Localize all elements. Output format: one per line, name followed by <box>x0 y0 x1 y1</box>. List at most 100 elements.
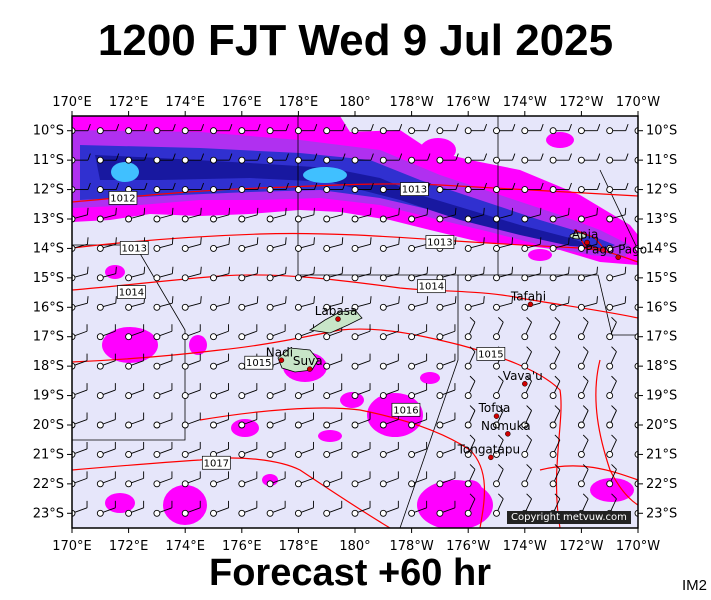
wind-barb-station <box>493 392 500 400</box>
wind-barb-station <box>379 186 387 194</box>
wind-barb-flag <box>426 296 429 304</box>
wind-barb-flag <box>497 493 504 500</box>
wind-barb-flag <box>640 347 645 352</box>
lon-label-top: 180° <box>339 95 370 110</box>
wind-barb-flag <box>115 182 120 190</box>
lat-label-left: 11°S <box>33 153 64 168</box>
lat-label-right: 12°S <box>646 183 677 198</box>
wind-barb-flag <box>611 346 617 352</box>
wind-barb-station <box>493 303 500 311</box>
wind-barb-station <box>125 333 133 341</box>
lon-label-bottom: 178°W <box>390 539 434 554</box>
wind-barb-station <box>351 244 359 252</box>
wind-barb-station <box>125 450 133 458</box>
wind-barb-station <box>266 421 274 429</box>
place-label: Suva <box>293 354 323 368</box>
wind-barb-flag <box>341 237 344 245</box>
wind-barb-station <box>549 450 557 458</box>
wind-barb-station <box>606 362 614 370</box>
wind-barb-flag <box>285 207 287 215</box>
lon-label-top: 178°E <box>279 95 319 110</box>
wind-barb-station <box>294 450 302 458</box>
wind-barb-station <box>493 362 500 370</box>
lat-label-left: 19°S <box>33 389 64 404</box>
wind-barb-station <box>153 186 161 194</box>
wind-barb-station <box>464 450 472 458</box>
lat-label-right: 15°S <box>646 271 677 286</box>
wind-barb-station <box>436 333 444 341</box>
wind-barb-station <box>266 303 274 311</box>
wind-barb-flag <box>582 375 589 382</box>
wind-barb-flag <box>229 123 233 131</box>
wind-barb-station <box>493 215 500 223</box>
wind-barb-flag <box>172 153 176 161</box>
wind-barb-flag <box>568 237 570 245</box>
wind-barb-station <box>96 244 104 252</box>
wind-barb-flag <box>313 237 315 245</box>
wind-barb-station <box>493 244 500 252</box>
wind-barb-station <box>379 421 387 429</box>
wind-barb-station <box>521 480 529 488</box>
wind-barb-station <box>323 186 331 194</box>
wind-barb-station <box>521 333 529 341</box>
wind-barb-station <box>96 480 104 488</box>
wind-barb-flag <box>582 464 589 470</box>
wind-barb-station <box>323 362 331 370</box>
wind-barb-flag <box>539 237 542 245</box>
lon-label-top: 172°E <box>109 95 149 110</box>
wind-barb-flag <box>427 153 431 161</box>
wind-barb-station <box>577 480 585 488</box>
place-label: Nomuka <box>481 419 531 433</box>
lat-label-left: 12°S <box>33 183 64 198</box>
wind-barb-station <box>464 303 472 311</box>
wind-barb-station <box>96 156 104 164</box>
lat-label-left: 16°S <box>33 300 64 315</box>
place-dot <box>493 413 500 419</box>
wind-barb-flag <box>526 493 532 500</box>
isobar-label: 1014 <box>119 288 144 299</box>
wind-barb-station <box>210 186 217 194</box>
place-label: Apia <box>572 228 599 242</box>
wind-barb-flag <box>341 296 344 304</box>
wind-barb-flag <box>624 296 627 304</box>
wind-barb-station <box>606 392 614 400</box>
wind-barb-flag <box>398 153 403 161</box>
wind-barb-flag <box>469 464 476 470</box>
lat-label-right: 20°S <box>646 418 677 433</box>
wind-barb-station <box>521 244 529 252</box>
wind-barb-flag <box>596 207 598 215</box>
wind-barb-flag <box>596 182 601 190</box>
wind-barb-flag <box>611 493 617 500</box>
wind-barb-flag <box>483 153 488 161</box>
wind-barb-station <box>408 156 416 164</box>
wind-barb-station <box>153 450 161 458</box>
wind-barb-flag <box>342 182 346 190</box>
wind-barb-station <box>436 303 444 311</box>
lat-label-left: 20°S <box>33 418 64 433</box>
wind-barb-station <box>408 274 416 282</box>
wind-barb-station <box>436 450 444 458</box>
wind-barb-flag <box>398 207 400 215</box>
wind-barb-station <box>493 186 500 194</box>
viti-levu-island <box>277 347 319 373</box>
wind-barb-station <box>493 509 500 517</box>
wind-barb-flag <box>568 266 570 274</box>
wind-barb-flag <box>200 296 202 304</box>
wind-barb-flag <box>455 153 459 161</box>
lon-label-top: 176°W <box>446 95 490 110</box>
wind-barb-station <box>493 127 500 135</box>
wind-barb-flag <box>568 153 572 161</box>
wind-barb-station <box>408 509 416 517</box>
wind-barb <box>637 365 638 367</box>
wind-barb-flag <box>640 376 645 381</box>
place-dot <box>488 454 494 461</box>
lon-label-top: 172°W <box>559 95 603 110</box>
wind-barb-station <box>464 127 472 135</box>
wind-barb-station <box>294 156 302 164</box>
wind-barb-station <box>521 156 529 164</box>
wind-barb-station <box>266 274 274 282</box>
wind-barb-station <box>238 186 246 194</box>
wind-barb-flag <box>228 266 231 274</box>
wind-barb-station <box>408 333 416 341</box>
